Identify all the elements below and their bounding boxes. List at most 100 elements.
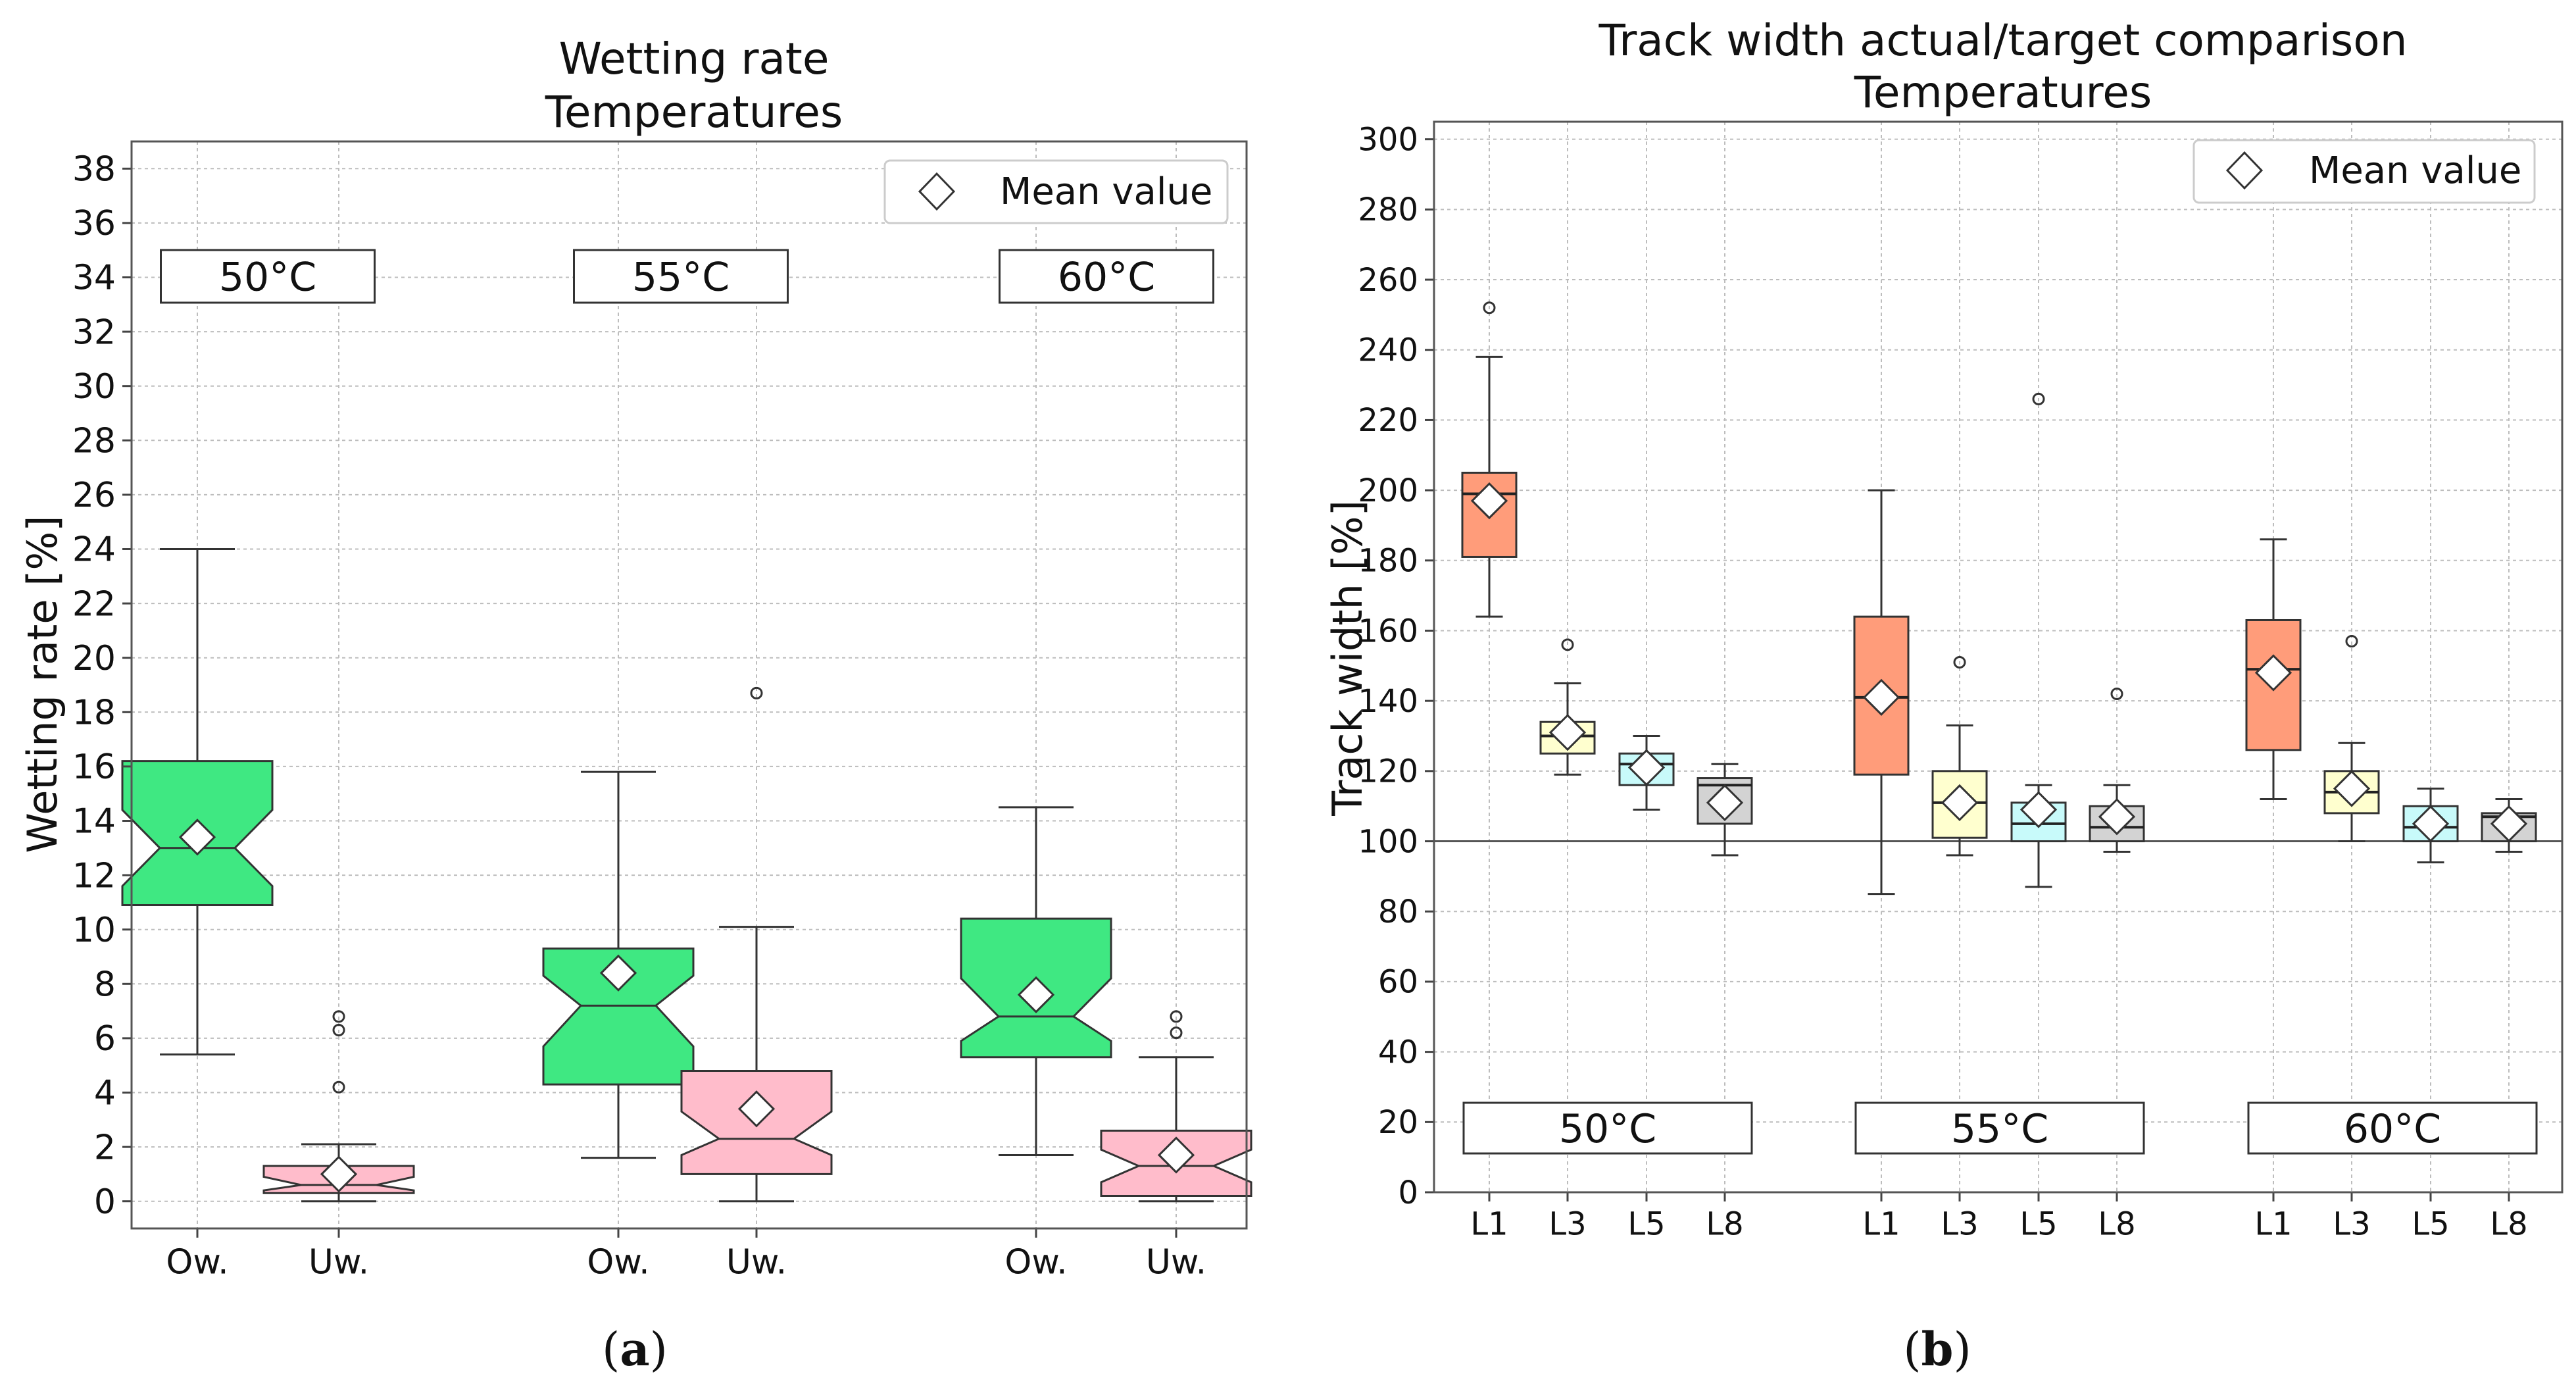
legend-frame bbox=[883, 159, 1229, 224]
x-tick-label: L3 bbox=[1941, 1205, 1978, 1242]
group-label: 55°C bbox=[1951, 1106, 2048, 1152]
box-uw bbox=[1100, 1010, 1252, 1203]
group-labels: 50°C 55°C 60°C bbox=[1462, 1101, 2538, 1155]
y-tick-label: 10 bbox=[72, 911, 116, 950]
y-tick-label: 60 bbox=[1378, 964, 1418, 1001]
y-tick-label: 280 bbox=[1358, 191, 1418, 228]
box-ow bbox=[960, 806, 1112, 1156]
group-label-box bbox=[2247, 1101, 2538, 1155]
panel-letter: b bbox=[1921, 1322, 1954, 1376]
y-tick-label: 260 bbox=[1358, 262, 1418, 299]
mean-marker bbox=[1627, 749, 1666, 786]
mean-marker bbox=[2019, 791, 2058, 828]
box-l1 bbox=[2245, 538, 2302, 801]
group-label-box bbox=[573, 249, 789, 304]
legend-diamond-icon bbox=[2225, 151, 2264, 190]
x-tick-label: L8 bbox=[2490, 1205, 2527, 1242]
y-tick-label: 20 bbox=[1378, 1104, 1418, 1141]
y-tick-label: 32 bbox=[72, 313, 116, 352]
outlier-point bbox=[2032, 392, 2045, 405]
outlier-point bbox=[1170, 1026, 1183, 1040]
y-tick-label: 220 bbox=[1358, 402, 1418, 439]
box-l8 bbox=[1697, 763, 1753, 857]
y-tick-label: 22 bbox=[72, 584, 116, 624]
mean-marker bbox=[1017, 976, 1055, 1013]
x-tick-label: L8 bbox=[1706, 1205, 1743, 1242]
x-tick-label: Ow. bbox=[587, 1243, 649, 1282]
y-tick-label: 38 bbox=[72, 150, 116, 189]
mean-marker bbox=[178, 819, 216, 856]
y-tick-label: 80 bbox=[1378, 894, 1418, 930]
y-tick-label: 16 bbox=[72, 747, 116, 787]
axes: 0 20 40 60 80 100 120 140 160 180 200 220 240 260 280 3… bbox=[1358, 120, 2564, 1242]
y-tick-label: 28 bbox=[72, 422, 116, 461]
box-uw bbox=[262, 1010, 415, 1203]
y-tick-label: 160 bbox=[1358, 613, 1418, 649]
y-tick-label: 14 bbox=[72, 802, 116, 842]
box-uw bbox=[680, 686, 833, 1203]
chart-track-width: Track width actual/target comparison Tem… bbox=[1324, 15, 2564, 1376]
group-label-box bbox=[160, 249, 376, 304]
mean-marker bbox=[2412, 805, 2450, 843]
x-tick-label: L3 bbox=[1548, 1205, 1586, 1242]
y-axis-label: Track width [%] bbox=[1324, 500, 1372, 817]
box-series bbox=[1461, 301, 2537, 896]
grid bbox=[1434, 122, 2562, 1193]
mean-marker bbox=[2254, 654, 2292, 692]
group-label: 55°C bbox=[632, 255, 730, 301]
y-tick-label: 140 bbox=[1358, 683, 1418, 720]
y-tick-label: 180 bbox=[1358, 543, 1418, 580]
legend-label: Mean value bbox=[2309, 149, 2521, 192]
outlier-point bbox=[1561, 638, 1574, 651]
y-tick-label: 6 bbox=[94, 1019, 116, 1059]
chart-title: Wetting rate bbox=[559, 34, 830, 84]
group-label-box bbox=[999, 249, 1214, 304]
x-tick-label: L5 bbox=[1627, 1205, 1665, 1242]
x-tick-label: L3 bbox=[2333, 1205, 2370, 1242]
group-label: 60°C bbox=[1058, 255, 1155, 301]
y-tick-label: 20 bbox=[72, 639, 116, 678]
y-tick-label: 26 bbox=[72, 476, 116, 515]
legend: Mean value bbox=[2192, 139, 2536, 204]
box-l5 bbox=[2402, 788, 2459, 864]
mean-marker bbox=[1157, 1136, 1195, 1174]
chart-subtitle: Temperatures bbox=[1854, 67, 2152, 118]
x-tick-label: Ow. bbox=[1004, 1243, 1067, 1282]
panel-letter: a bbox=[620, 1322, 649, 1376]
chart-wetting-rate: Wetting rate Temperatures Wetting rate [… bbox=[18, 34, 1252, 1376]
group-label-box bbox=[1854, 1101, 2145, 1155]
outlier-point bbox=[2110, 688, 2123, 701]
y-tick-label: 120 bbox=[1358, 753, 1418, 790]
y-tick-label: 0 bbox=[1398, 1174, 1418, 1211]
y-tick-label: 8 bbox=[94, 965, 116, 1005]
mean-marker bbox=[2333, 770, 2371, 807]
x-tick-label: Ow. bbox=[166, 1243, 228, 1282]
group-label: 60°C bbox=[2344, 1106, 2441, 1152]
group-label-box bbox=[1462, 1101, 1753, 1155]
mean-marker bbox=[1706, 784, 1744, 822]
x-tick-label: L5 bbox=[2019, 1205, 2057, 1242]
mean-marker bbox=[1548, 714, 1587, 751]
x-tick-label: Uw. bbox=[1146, 1243, 1206, 1282]
legend-frame bbox=[2192, 139, 2536, 204]
x-tick-label: Uw. bbox=[309, 1243, 369, 1282]
mean-marker bbox=[1941, 784, 1979, 822]
plot-frame bbox=[130, 140, 1248, 1230]
x-tick-label: L1 bbox=[1470, 1205, 1508, 1242]
group-label: 50°C bbox=[1559, 1106, 1656, 1152]
mean-marker bbox=[1862, 678, 1900, 716]
box-ow bbox=[121, 548, 274, 1056]
outlier-point bbox=[332, 1024, 345, 1037]
box-ow bbox=[542, 770, 695, 1159]
mean-marker bbox=[1470, 482, 1508, 520]
y-axis-label: Wetting rate [%] bbox=[18, 516, 66, 853]
x-tick-label: L1 bbox=[2254, 1205, 2292, 1242]
legend-label: Mean value bbox=[1000, 170, 1212, 213]
outlier-point bbox=[750, 686, 763, 699]
mean-marker bbox=[599, 954, 637, 992]
y-tick-label: 4 bbox=[94, 1074, 116, 1113]
box-series bbox=[121, 548, 1252, 1203]
y-tick-label: 200 bbox=[1358, 472, 1418, 509]
y-tick-label: 300 bbox=[1358, 121, 1418, 158]
